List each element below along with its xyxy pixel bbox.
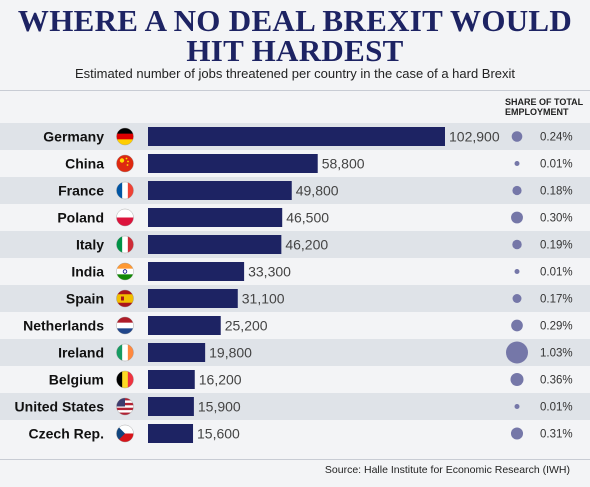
flag-outline (116, 343, 134, 362)
bar (148, 262, 245, 281)
share-label: 0.01% (540, 402, 573, 414)
share-label: 0.31% (540, 429, 573, 441)
share-bubble (514, 404, 520, 409)
value-label: 19,800 (209, 345, 252, 361)
row-stripe (0, 393, 590, 420)
value-label: 102,900 (449, 129, 500, 145)
share-label: 0.19% (540, 240, 573, 252)
chart-title-text: WHERE A NO DEAL BREXIT WOULD HIT HARDEST (17, 3, 573, 68)
share-label: 0.18% (540, 186, 573, 198)
share-label: 0.01% (540, 159, 573, 171)
flag-outline (116, 262, 134, 281)
united-states-flag-icon (116, 398, 134, 415)
value-label: 33,300 (248, 264, 291, 280)
flag-outline (116, 235, 134, 254)
france-flag-icon (116, 182, 134, 199)
bar (148, 208, 283, 227)
category-label: France (58, 183, 104, 199)
chart-subtitle: Estimated number of jobs threatened per … (74, 66, 516, 81)
flag-outline (116, 289, 134, 308)
value-label: 25,200 (225, 318, 268, 334)
value-label: 46,200 (285, 237, 328, 253)
belgium-flag-icon (116, 371, 134, 388)
bar (148, 316, 221, 335)
bar (148, 397, 194, 416)
share-label: 1.03% (540, 348, 573, 360)
category-label: Italy (76, 237, 104, 253)
flag-outline (116, 181, 134, 200)
category-label: Germany (43, 129, 104, 145)
category-label: India (71, 264, 104, 280)
chart-title: WHERE A NO DEAL BREXIT WOULD HIT HARDEST (0, 3, 590, 68)
share-label: 0.01% (540, 267, 573, 279)
value-label: 49,800 (296, 183, 339, 199)
italy-flag-icon (116, 236, 134, 253)
share-bubble (512, 185, 522, 196)
value-label: 31,100 (242, 291, 285, 307)
share-label: 0.30% (540, 213, 573, 225)
value-label: 46,500 (286, 210, 329, 226)
share-bubble (511, 211, 523, 224)
row-stripe (0, 339, 590, 366)
category-label: Czech Rep. (29, 426, 104, 442)
share-bubble (511, 131, 523, 142)
share-bubble (514, 161, 520, 166)
flag-outline (116, 208, 134, 227)
germany-flag-icon (116, 128, 134, 145)
bar (148, 289, 238, 308)
bottom-divider (0, 459, 590, 460)
share-bubble (510, 372, 524, 387)
category-label: Netherlands (23, 318, 104, 334)
share-label: 0.24% (540, 132, 573, 144)
share-bubble (510, 427, 524, 440)
poland-flag-icon (116, 209, 134, 226)
flag-outline (116, 397, 134, 416)
share-bubble (514, 269, 520, 274)
category-label: Poland (57, 210, 104, 226)
bar (148, 343, 206, 362)
value-label: 16,200 (199, 372, 242, 388)
flag-outline (116, 316, 134, 335)
india-flag-icon (116, 263, 134, 280)
value-label: 15,900 (198, 399, 241, 415)
share-bubble (511, 319, 523, 332)
share-bubble (512, 294, 522, 303)
flag-outline (116, 370, 134, 389)
category-label: Belgium (49, 372, 104, 388)
category-label: United States (15, 399, 105, 415)
category-label: China (65, 156, 104, 172)
bar (148, 370, 195, 389)
flag-outline (116, 424, 134, 443)
czech-flag-icon (116, 425, 134, 442)
category-label: Spain (66, 291, 104, 307)
value-label: 15,600 (197, 426, 240, 442)
share-label: 0.29% (540, 321, 573, 333)
flag-outline (116, 127, 134, 146)
row-stripe (0, 231, 590, 258)
netherlands-flag-icon (116, 317, 134, 334)
source-note: Source: Halle Institute for Economic Res… (324, 464, 570, 476)
ireland-flag-icon (116, 344, 134, 361)
china-flag-icon (116, 155, 134, 172)
top-divider (0, 90, 590, 91)
bar (148, 127, 445, 146)
value-label: 58,800 (322, 156, 365, 172)
share-bubble (512, 239, 522, 250)
share-column-header: SHARE OF TOTAL EMPLOYMENT (505, 97, 584, 117)
row-stripe (0, 177, 590, 204)
bar (148, 154, 318, 173)
flag-outline (116, 154, 134, 173)
share-label: 0.17% (540, 294, 573, 306)
share-bubble (506, 341, 528, 364)
share-label: 0.36% (540, 375, 573, 387)
bar (148, 424, 194, 443)
bar (148, 181, 292, 200)
bar (148, 235, 282, 254)
category-label: Ireland (58, 345, 104, 361)
row-stripe (0, 285, 590, 312)
spain-flag-icon (116, 290, 134, 307)
